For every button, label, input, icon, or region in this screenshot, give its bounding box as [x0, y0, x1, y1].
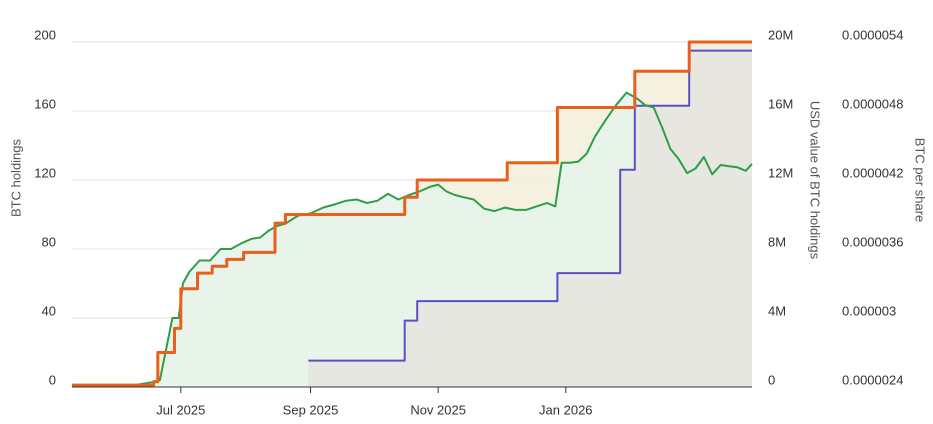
line-usd-value [308, 49, 752, 362]
right1-tick-label: 4M [768, 303, 786, 318]
right1-tick-label: 12M [768, 165, 793, 180]
line-btc-per-share [72, 91, 753, 386]
x-tick-label: Jul 2025 [156, 402, 205, 417]
left-tick-label: 160 [34, 96, 56, 111]
right2-tick-label: 0.0000054 [842, 27, 903, 42]
right2-tick-label: 0.0000024 [842, 372, 903, 387]
left-tick-label: 200 [34, 27, 56, 42]
x-tick-label: Nov 2025 [410, 402, 466, 417]
right2-tick-label: 0.0000042 [842, 165, 903, 180]
right1-tick-label: 8M [768, 234, 786, 249]
right2-tick-label: 0.0000048 [842, 96, 903, 111]
left-tick-label: 40 [42, 303, 56, 318]
right1-tick-label: 20M [768, 27, 793, 42]
line-btc-holdings [72, 40, 752, 387]
right2-axis-title: BTC per share [913, 138, 928, 223]
x-tick-label: Sep 2025 [283, 402, 339, 417]
left-tick-label: 0 [49, 372, 56, 387]
left-axis-title: BTC holdings [8, 138, 23, 217]
x-tick-label: Jan 2026 [539, 402, 593, 417]
area-usd-value [308, 50, 752, 387]
right2-tick-label: 0.000003 [842, 303, 896, 318]
series-layer [72, 40, 753, 387]
right1-tick-label: 0 [768, 372, 775, 387]
left-tick-label: 80 [42, 234, 56, 249]
right1-tick-label: 16M [768, 96, 793, 111]
left-tick-label: 120 [34, 165, 56, 180]
axes: Jul 2025 Sep 2025 Nov 2025 Jan 2026 0 40 80 120… [8, 27, 927, 417]
right1-axis-title: USD value of BTC holdings [808, 101, 823, 260]
right2-tick-label: 0.0000036 [842, 234, 903, 249]
